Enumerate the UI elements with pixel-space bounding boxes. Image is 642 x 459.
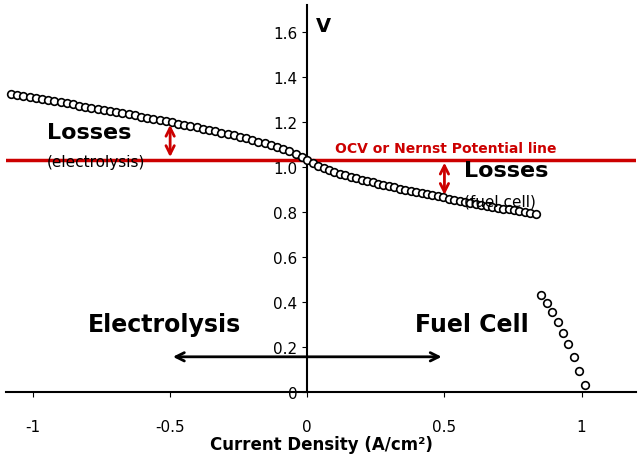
Text: OCV or Nernst Potential line: OCV or Nernst Potential line bbox=[334, 141, 556, 156]
Text: Losses: Losses bbox=[47, 123, 131, 143]
Text: (fuel cell): (fuel cell) bbox=[464, 194, 535, 209]
Text: Losses: Losses bbox=[464, 161, 548, 180]
Text: 0: 0 bbox=[302, 419, 312, 434]
Text: -1: -1 bbox=[26, 419, 40, 434]
Text: -0.5: -0.5 bbox=[155, 419, 185, 434]
Text: V: V bbox=[315, 17, 331, 36]
Text: (electrolysis): (electrolysis) bbox=[47, 154, 145, 169]
Text: 1: 1 bbox=[577, 419, 586, 434]
Text: Fuel Cell: Fuel Cell bbox=[415, 313, 529, 336]
X-axis label: Current Density (A/cm²): Current Density (A/cm²) bbox=[209, 436, 433, 453]
Text: Electrolysis: Electrolysis bbox=[88, 313, 241, 336]
Text: 0.5: 0.5 bbox=[432, 419, 456, 434]
